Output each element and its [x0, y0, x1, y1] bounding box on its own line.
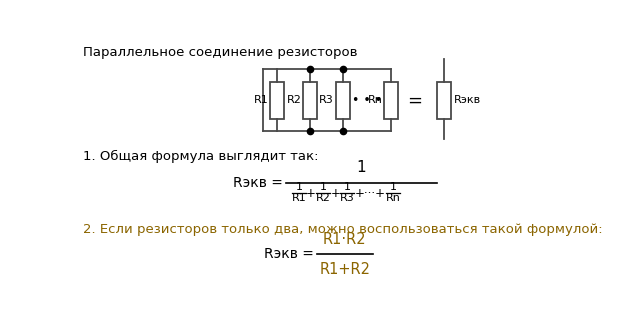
Text: R3: R3	[319, 95, 334, 105]
Text: Rэкв =: Rэкв =	[264, 247, 314, 261]
Bar	[335, 82, 350, 119]
Text: +: +	[306, 187, 316, 200]
Text: R1: R1	[292, 193, 306, 203]
Text: 1: 1	[389, 182, 396, 192]
Text: R3: R3	[340, 193, 355, 203]
Text: 1: 1	[320, 182, 327, 192]
Text: Rn: Rn	[368, 95, 383, 105]
Text: 1: 1	[356, 160, 366, 175]
Text: Rэкв =: Rэкв =	[233, 176, 283, 190]
Text: 2. Если резисторов только два, можно воспользоваться такой формулой:: 2. Если резисторов только два, можно вос…	[83, 223, 603, 237]
Text: 1: 1	[343, 182, 351, 192]
Text: 1: 1	[296, 182, 303, 192]
Bar	[303, 82, 317, 119]
Text: R1·R2: R1·R2	[323, 231, 366, 247]
Text: Rэкв: Rэкв	[454, 95, 481, 105]
Text: R2: R2	[286, 95, 301, 105]
Text: R1: R1	[254, 95, 269, 105]
Text: 1. Общая формула выглядит так:: 1. Общая формула выглядит так:	[83, 150, 319, 163]
Text: Rn: Rn	[386, 193, 401, 203]
Text: +: +	[330, 187, 340, 200]
Text: R1+R2: R1+R2	[319, 262, 370, 277]
Text: =: =	[407, 91, 422, 109]
Text: R2: R2	[316, 193, 330, 203]
Bar	[384, 82, 399, 119]
Text: • • •: • • •	[352, 94, 382, 107]
Bar	[437, 82, 451, 119]
Text: Параллельное соединение резисторов: Параллельное соединение резисторов	[83, 46, 357, 59]
Text: +···+: +···+	[355, 187, 386, 200]
Bar	[270, 82, 285, 119]
